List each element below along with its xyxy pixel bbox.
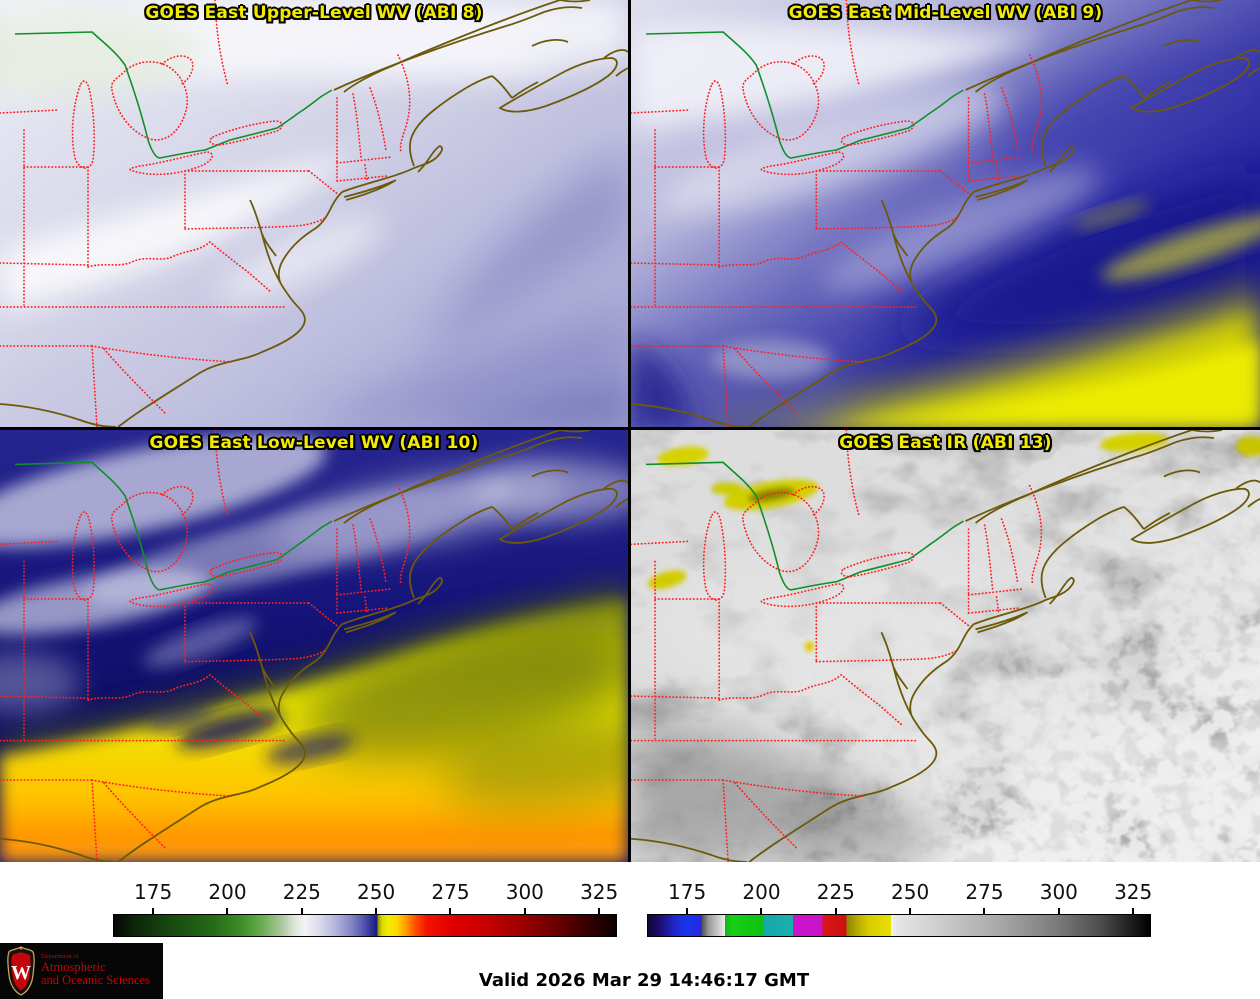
logo-line-1: Atmospheric <box>41 960 106 975</box>
panel-title-ir: GOES East IR (ABI 13) <box>839 433 1052 453</box>
colorbar-tick-mark <box>300 908 303 914</box>
colorbar-tick-mark <box>1057 908 1060 914</box>
colorbar-tick-mark <box>1132 908 1135 914</box>
satellite-image-ir <box>631 430 1260 862</box>
colorbar-tick-mark <box>226 908 229 914</box>
colorbar-tick-label: 300 <box>505 880 544 904</box>
panel-ir: GOES East IR (ABI 13) <box>631 430 1260 862</box>
colorbar-tick-label: 300 <box>1039 880 1078 904</box>
valid-time-label: Valid 2026 Mar 29 14:46:17 GMT <box>478 970 810 991</box>
colorbar-tick-label: 225 <box>816 880 855 904</box>
satellite-image-low-wv <box>0 430 628 862</box>
colorbar-tick-label: 250 <box>357 880 396 904</box>
colorbar-tick-label: 175 <box>134 880 173 904</box>
logo-dept-line: Department of <box>41 953 79 961</box>
colorbar-tick-mark <box>449 908 452 914</box>
panel-title-mid-wv: GOES East Mid-Level WV (ABI 9) <box>788 3 1103 23</box>
panel-upper-level-wv: GOES East Upper-Level WV (ABI 8) <box>0 0 628 427</box>
panel-mid-level-wv: GOES East Mid-Level WV (ABI 9) <box>631 0 1260 427</box>
colorbar-tick-mark <box>375 908 378 914</box>
panel-grid: GOES East Upper-Level WV (ABI 8) <box>0 0 1260 862</box>
colorbar-water-vapor: 175 200 225 250 275 300 325 <box>113 880 619 940</box>
colorbar-tick-label: 275 <box>965 880 1004 904</box>
cold-cloud-top-markers <box>647 432 1260 652</box>
colorbar-tick-mark <box>152 908 155 914</box>
colorbar-wv-gradient <box>113 914 617 937</box>
logo-line-2: and Oceanic Sciences <box>41 973 150 988</box>
footer: 175 200 225 250 275 300 325 175 200 225 250 275 300… <box>0 862 1260 999</box>
uw-crest-icon: W <box>7 946 35 996</box>
panel-low-level-wv: GOES East Low-Level WV (ABI 10) <box>0 430 628 862</box>
aos-department-logo: W Department of Atmospheric and Oceanic … <box>0 943 163 999</box>
colorbar-tick-label: 225 <box>282 880 321 904</box>
colorbar-infrared: 175 200 225 250 275 300 325 <box>647 880 1153 940</box>
colorbar-tick-mark <box>983 908 986 914</box>
colorbar-ir-gradient <box>647 914 1151 937</box>
satellite-image-mid-wv <box>631 0 1260 427</box>
colorbar-tick-label: 175 <box>668 880 707 904</box>
panel-title-low-wv: GOES East Low-Level WV (ABI 10) <box>149 433 479 453</box>
colorbar-tick-label: 325 <box>1114 880 1153 904</box>
uw-crest-letter: W <box>11 962 31 984</box>
colorbar-tick-mark <box>686 908 689 914</box>
colorbar-tick-label: 250 <box>891 880 930 904</box>
colorbar-tick-label: 325 <box>580 880 619 904</box>
colorbar-tick-label: 200 <box>208 880 247 904</box>
colorbar-tick-label: 275 <box>431 880 470 904</box>
colorbar-tick-mark <box>598 908 601 914</box>
colorbar-tick-label: 200 <box>742 880 781 904</box>
colorbar-tick-mark <box>834 908 837 914</box>
panel-title-upper-wv: GOES East Upper-Level WV (ABI 8) <box>145 3 483 23</box>
colorbar-tick-mark <box>523 908 526 914</box>
satellite-image-upper-wv <box>0 0 628 427</box>
colorbar-tick-mark <box>760 908 763 914</box>
colorbar-tick-mark <box>909 908 912 914</box>
